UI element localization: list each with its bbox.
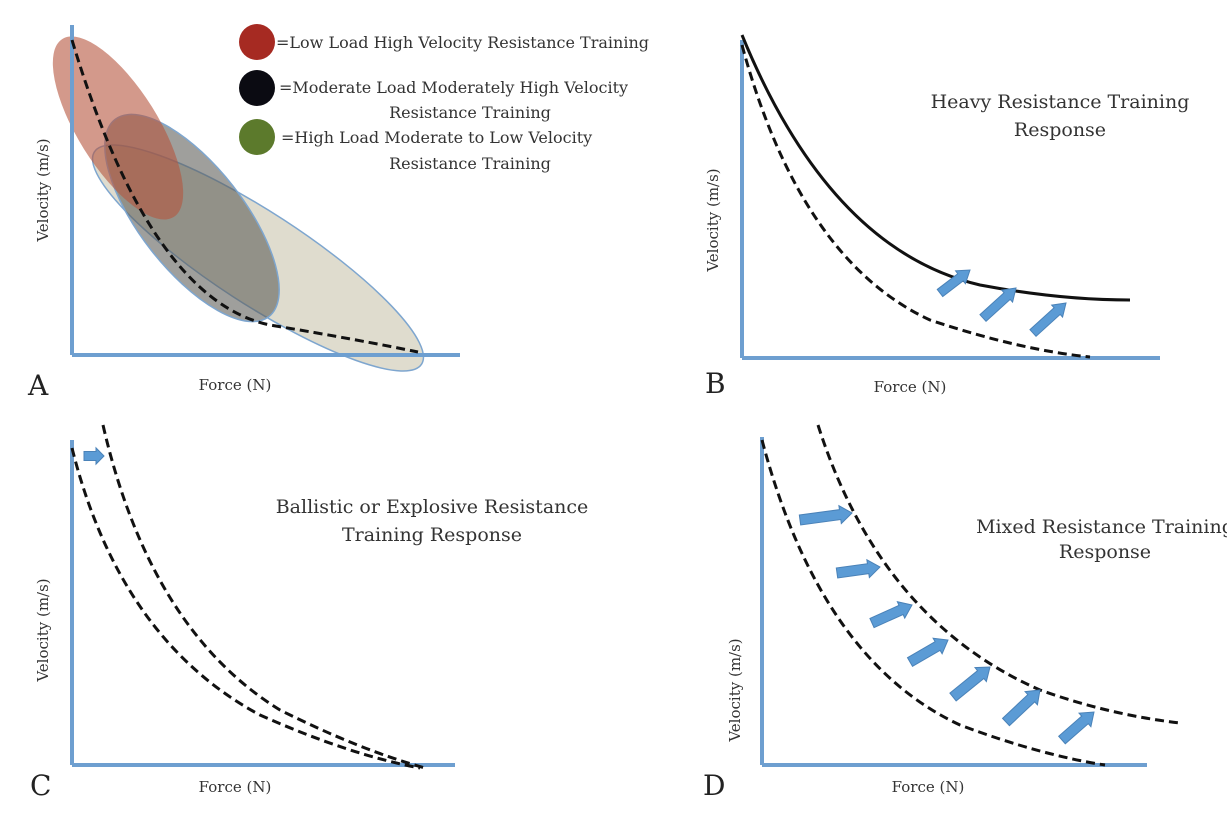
x-axis-label: Force (N) [199,778,272,796]
legend-high-load-2: Resistance Training [389,154,551,173]
x-axis-label: Force (N) [199,376,272,394]
shift-arrow-icon [798,504,853,526]
legend-high-load-1: =High Load Moderate to Low Velocity [281,128,592,147]
y-axis-label: Velocity (m/s) [726,638,744,742]
panel-title-1: Ballistic or Explosive Resistance [276,496,589,518]
panel-a: =Low Load High Velocity Resistance Train… [27,24,649,402]
panel-title-1: Mixed Resistance Training [976,516,1227,538]
panel-b: Heavy Resistance Training Response B For… [704,34,1190,400]
panel-title-2: Training Response [342,524,522,546]
panel-letter: D [703,769,725,802]
post-training-curve [101,424,426,770]
shift-arrow-icon [1058,711,1095,745]
legend-swatch-low-load [239,24,275,60]
shift-arrow-icon [869,601,913,629]
legend-low-load: =Low Load High Velocity Resistance Train… [276,33,649,52]
panel-c: Ballistic or Explosive Resistance Traini… [30,424,589,802]
panel-title-1: Heavy Resistance Training [931,91,1190,113]
shift-arrow-icon [83,446,105,466]
shift-arrow-icon [1001,689,1041,727]
shift-arrow-icon [949,666,991,702]
x-axis-label: Force (N) [892,778,965,796]
baseline-curve [70,447,421,770]
shift-arrows [83,446,105,466]
force-velocity-curve [70,39,419,354]
shift-arrow-icon [906,637,949,668]
y-axis-label: Velocity (m/s) [34,578,52,682]
panel-letter: B [705,367,726,400]
y-axis-label: Velocity (m/s) [34,138,52,242]
shift-arrows [936,269,1067,338]
legend-moderate-load-2: Resistance Training [389,103,551,122]
post-training-curve [740,34,1131,302]
baseline-curve [740,44,1091,359]
shift-arrow-icon [979,287,1017,323]
shift-arrow-icon [936,269,971,298]
shift-arrows [798,504,1095,745]
y-axis-label: Velocity (m/s) [704,168,722,272]
legend-swatch-high-load [239,119,275,155]
low-load-ellipse [52,36,184,220]
shift-arrow-icon [1029,302,1067,338]
panel-d: Mixed Resistance Training Response D For… [703,424,1227,802]
post-training-curve [816,424,1181,725]
panel-title-2: Response [1059,541,1151,563]
x-axis-label: Force (N) [874,378,947,396]
baseline-curve [760,439,1106,767]
legend-moderate-load-1: =Moderate Load Moderately High Velocity [279,78,628,97]
panel-letter: C [30,769,51,802]
legend-swatch-moderate-load [239,70,275,106]
shift-arrow-icon [835,558,881,579]
panel-title-2: Response [1014,119,1106,141]
panel-letter: A [27,369,49,402]
